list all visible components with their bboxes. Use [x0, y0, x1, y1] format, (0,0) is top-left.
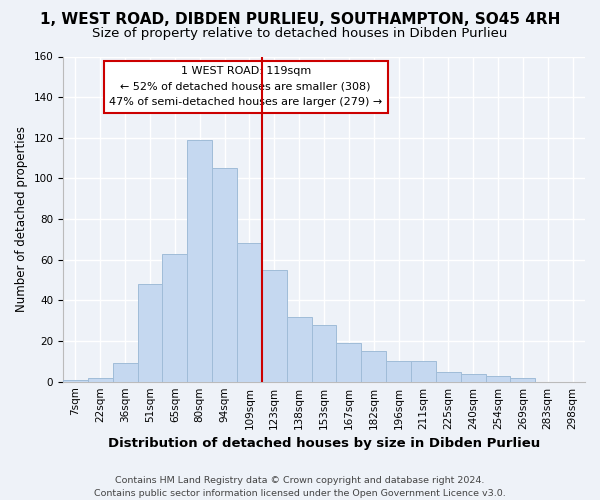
Bar — [163, 254, 187, 382]
Bar — [461, 374, 485, 382]
Text: Contains HM Land Registry data © Crown copyright and database right 2024.
Contai: Contains HM Land Registry data © Crown c… — [94, 476, 506, 498]
Bar — [287, 316, 311, 382]
Bar — [386, 362, 411, 382]
X-axis label: Distribution of detached houses by size in Dibden Purlieu: Distribution of detached houses by size … — [108, 437, 540, 450]
Bar — [337, 343, 361, 382]
Bar — [137, 284, 163, 382]
Bar — [511, 378, 535, 382]
Text: 1 WEST ROAD: 119sqm
← 52% of detached houses are smaller (308)
47% of semi-detac: 1 WEST ROAD: 119sqm ← 52% of detached ho… — [109, 66, 382, 108]
Bar — [63, 380, 88, 382]
Bar — [361, 351, 386, 382]
Bar — [88, 378, 113, 382]
Bar — [262, 270, 287, 382]
Bar — [212, 168, 237, 382]
Text: 1, WEST ROAD, DIBDEN PURLIEU, SOUTHAMPTON, SO45 4RH: 1, WEST ROAD, DIBDEN PURLIEU, SOUTHAMPTO… — [40, 12, 560, 28]
Bar — [237, 244, 262, 382]
Y-axis label: Number of detached properties: Number of detached properties — [15, 126, 28, 312]
Bar — [436, 372, 461, 382]
Text: Size of property relative to detached houses in Dibden Purlieu: Size of property relative to detached ho… — [92, 28, 508, 40]
Bar — [187, 140, 212, 382]
Bar — [113, 364, 137, 382]
Bar — [485, 376, 511, 382]
Bar — [311, 325, 337, 382]
Bar — [411, 362, 436, 382]
